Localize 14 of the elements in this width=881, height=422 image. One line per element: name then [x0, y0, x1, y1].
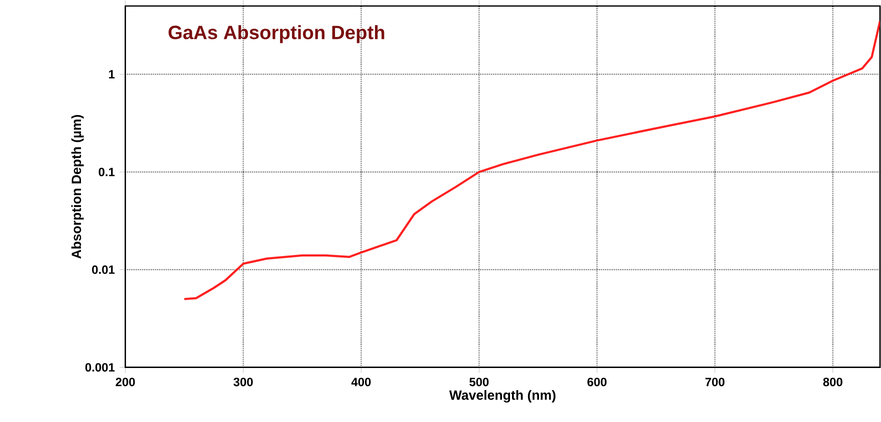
text: GaAs Absorption Depth	[168, 25, 384, 44]
x-tick-label: 400	[351, 378, 371, 386]
x-tick-label: 300	[234, 378, 253, 386]
x-tick-label: 200	[116, 378, 135, 386]
x-tick-label: 800	[823, 378, 842, 386]
x-tick-label: 700	[705, 378, 724, 386]
y-tick-label: 0.001	[85, 363, 115, 372]
x-tick-label: 500	[469, 378, 489, 386]
y-axis-title: Absorption Depth (µm)	[71, 114, 84, 259]
y-tick-label: 0.01	[92, 265, 115, 274]
y-tick-label: 1	[109, 70, 115, 78]
x-tick-label: 600	[587, 378, 607, 386]
x-axis-title: Wavelength (nm)	[449, 390, 556, 403]
y-tick-label: 0.1	[98, 168, 115, 176]
